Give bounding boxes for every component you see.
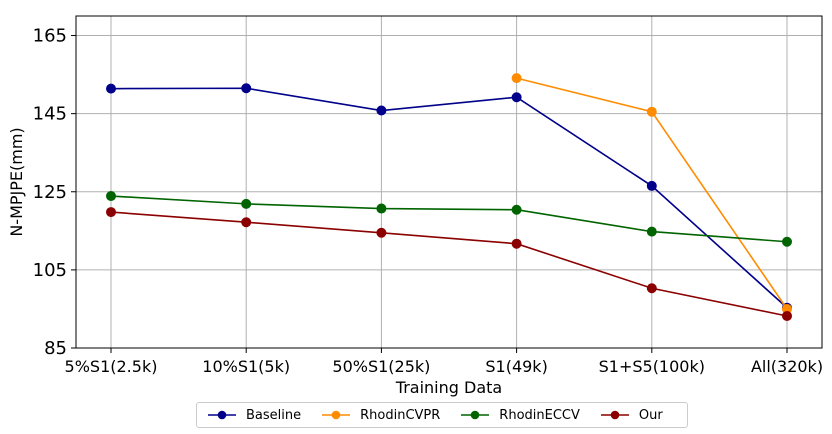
legend-swatch: [322, 410, 351, 420]
data-point: [376, 203, 387, 214]
data-point: [241, 83, 252, 94]
legend-label: Baseline: [246, 407, 302, 423]
legend-label: RhodinCVPR: [360, 407, 441, 423]
data-point: [241, 217, 252, 228]
legend-item: Baseline: [207, 408, 301, 423]
data-point: [511, 92, 522, 103]
y-axis-label: N-MPJPE(mm): [7, 127, 26, 236]
data-point: [106, 191, 116, 202]
data-point: [241, 198, 252, 209]
legend: Baseline RhodinCVPR RhodinECCV Our: [196, 402, 688, 428]
series-our: [106, 207, 792, 321]
y-tick-label: 85: [44, 338, 67, 359]
series-line: [110, 87, 788, 309]
legend-item: Our: [600, 408, 663, 423]
x-tick-label: All(320k): [751, 357, 823, 376]
data-point: [511, 238, 522, 249]
data-point: [646, 106, 657, 117]
x-tick-label: S1+S5(100k): [599, 357, 705, 376]
legend-swatch: [461, 410, 490, 420]
data-point: [376, 105, 387, 116]
legend-swatch: [208, 410, 236, 420]
x-tick-label: 5%S1(2.5k): [65, 357, 158, 376]
x-tick-label: 10%S1(5k): [202, 357, 290, 376]
legend-label: RhodinECCV: [499, 407, 580, 423]
data-point: [106, 207, 116, 218]
data-point: [646, 283, 657, 294]
y-tick-label: 125: [33, 182, 67, 203]
series-rhodineccv: [106, 191, 792, 247]
x-axis-label: Training Data: [395, 378, 502, 397]
data-point: [646, 226, 657, 237]
legend-item: RhodinCVPR: [321, 408, 440, 423]
tick-labels: 5%S1(2.5k) 10%S1(5k) 50%S1(25k) S1(49k) S1+S…: [33, 26, 823, 376]
data-point: [511, 73, 522, 84]
y-tick-label: 105: [33, 260, 67, 281]
grid-lines: [76, 16, 822, 349]
legend-swatch: [600, 410, 629, 420]
x-tick-label: 50%S1(25k): [332, 357, 430, 376]
axes: [71, 15, 823, 353]
series-line: [110, 195, 788, 243]
data-point: [511, 204, 522, 215]
legend-item: RhodinECCV: [460, 408, 580, 423]
series-baseline: [106, 83, 792, 313]
data-point: [106, 83, 116, 94]
data-point: [646, 180, 657, 191]
series-layer: [106, 73, 792, 321]
series-line: [110, 211, 788, 317]
data-point: [782, 310, 792, 321]
y-tick-label: 145: [33, 104, 67, 125]
data-point: [782, 236, 792, 247]
series-rhodincvpr: [511, 73, 792, 314]
y-tick-label: 165: [33, 26, 67, 47]
plot-frame: [75, 15, 823, 349]
data-point: [376, 227, 387, 238]
x-tick-label: S1(49k): [485, 357, 547, 376]
legend-label: Our: [638, 407, 663, 423]
